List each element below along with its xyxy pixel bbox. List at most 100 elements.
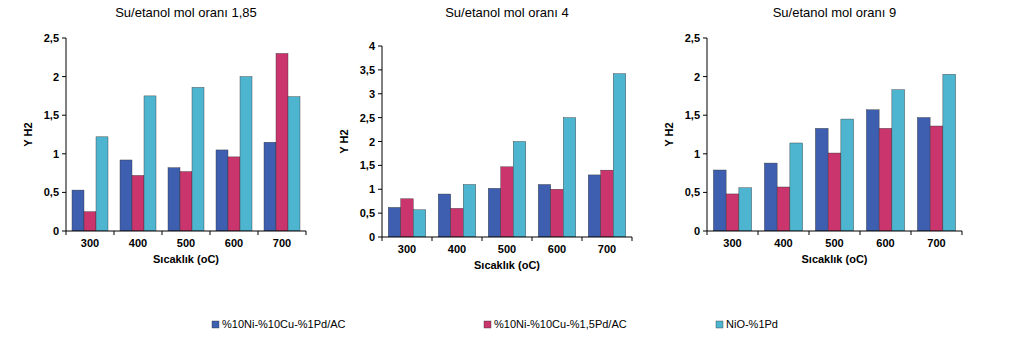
x-tick <box>66 231 67 235</box>
y-axis-title: Y H2 <box>338 129 350 153</box>
x-tick-label: 700 <box>598 243 616 255</box>
x-tick-label: 600 <box>225 237 243 249</box>
x-tick <box>632 237 633 241</box>
x-tick-label: 500 <box>177 237 195 249</box>
bar <box>777 187 790 231</box>
bars <box>713 74 955 231</box>
y-tick-label: 2,5 <box>685 32 700 44</box>
x-tick-label: 700 <box>273 237 291 249</box>
x-axis-title: Sıcaklık (oC) <box>153 253 219 265</box>
x-tick-label: 500 <box>825 237 843 249</box>
x-tick <box>210 231 211 235</box>
bar <box>513 142 526 238</box>
y-tick-label: 4 <box>369 40 376 52</box>
y-tick-label: 1,5 <box>360 159 375 171</box>
bar <box>538 184 551 237</box>
y-tick-label: 2,5 <box>44 32 59 44</box>
bar <box>180 172 192 231</box>
y-tick <box>703 38 707 39</box>
x-tick <box>432 237 433 241</box>
x-tick <box>962 231 963 235</box>
legend-label: NiO-%1Pd <box>726 318 778 330</box>
bar <box>879 128 892 231</box>
y-tick-label: 2 <box>369 136 375 148</box>
x-tick <box>758 231 759 235</box>
y-tick-label: 0 <box>369 231 375 243</box>
bar <box>713 170 726 231</box>
y-tick <box>62 153 66 154</box>
y-tick-label: 0,5 <box>360 207 375 219</box>
x-tick-label: 300 <box>81 237 99 249</box>
bar <box>866 110 879 231</box>
y-tick-label: 3,5 <box>360 64 375 76</box>
x-tick <box>582 237 583 241</box>
x-tick-label: 300 <box>723 237 741 249</box>
y-tick <box>703 153 707 154</box>
bar <box>828 153 841 231</box>
y-tick <box>378 117 382 118</box>
x-tick <box>860 231 861 235</box>
x-tick-label: 300 <box>398 243 416 255</box>
bar <box>72 190 84 231</box>
bar <box>588 175 601 237</box>
y-tick <box>62 192 66 193</box>
y-axis-title: Y H2 <box>22 122 34 146</box>
bars <box>388 74 626 237</box>
bar <box>401 199 414 237</box>
x-tick <box>911 231 912 235</box>
y-tick-label: 0 <box>694 225 700 237</box>
y-tick-label: 1 <box>694 148 700 160</box>
bar <box>930 126 943 231</box>
x-tick <box>114 231 115 235</box>
bar <box>438 194 451 237</box>
x-tick <box>382 237 383 241</box>
x-tick-label: 400 <box>774 237 792 249</box>
y-tick-label: 1 <box>369 183 375 195</box>
y-tick <box>703 231 707 232</box>
y-tick <box>62 231 66 232</box>
bar <box>739 188 752 231</box>
bar <box>144 96 156 231</box>
bar <box>917 118 930 231</box>
bar <box>463 184 476 237</box>
bar <box>601 170 614 237</box>
x-tick <box>306 231 307 235</box>
bar <box>192 87 204 231</box>
x-tick <box>162 231 163 235</box>
bar <box>551 189 564 237</box>
bar <box>240 77 252 231</box>
chart: Su/etanol mol oranı 400,511,522,533,5430… <box>338 5 632 271</box>
y-tick <box>378 237 382 238</box>
x-tick-label: 500 <box>498 243 516 255</box>
legend-swatch <box>716 321 723 328</box>
x-tick <box>258 231 259 235</box>
bar <box>120 160 132 231</box>
bar <box>84 212 96 231</box>
bar <box>216 150 228 231</box>
chart-title: Su/etanol mol oranı 1,85 <box>115 5 257 20</box>
bar <box>790 143 803 231</box>
bar <box>168 168 180 231</box>
x-axis-title: Sıcaklık (oC) <box>474 259 540 271</box>
bar <box>501 167 514 237</box>
y-tick <box>62 76 66 77</box>
y-tick-label: 2 <box>53 71 59 83</box>
bar <box>764 163 777 231</box>
chart-title: Su/etanol mol oranı 4 <box>445 5 569 20</box>
bar <box>892 90 905 231</box>
y-tick <box>703 76 707 77</box>
y-tick-label: 0,5 <box>44 186 59 198</box>
y-tick <box>703 115 707 116</box>
bar <box>288 97 300 231</box>
x-axis-title: Sıcaklık (oC) <box>801 253 867 265</box>
y-tick <box>378 93 382 94</box>
bar <box>388 207 401 237</box>
legend-swatch <box>484 321 491 328</box>
bar <box>841 119 854 231</box>
y-tick-label: 1,5 <box>44 109 59 121</box>
chart-title: Su/etanol mol oranı 9 <box>773 5 897 20</box>
x-tick <box>707 231 708 235</box>
bar <box>276 53 288 231</box>
bar <box>132 175 144 231</box>
x-tick <box>809 231 810 235</box>
